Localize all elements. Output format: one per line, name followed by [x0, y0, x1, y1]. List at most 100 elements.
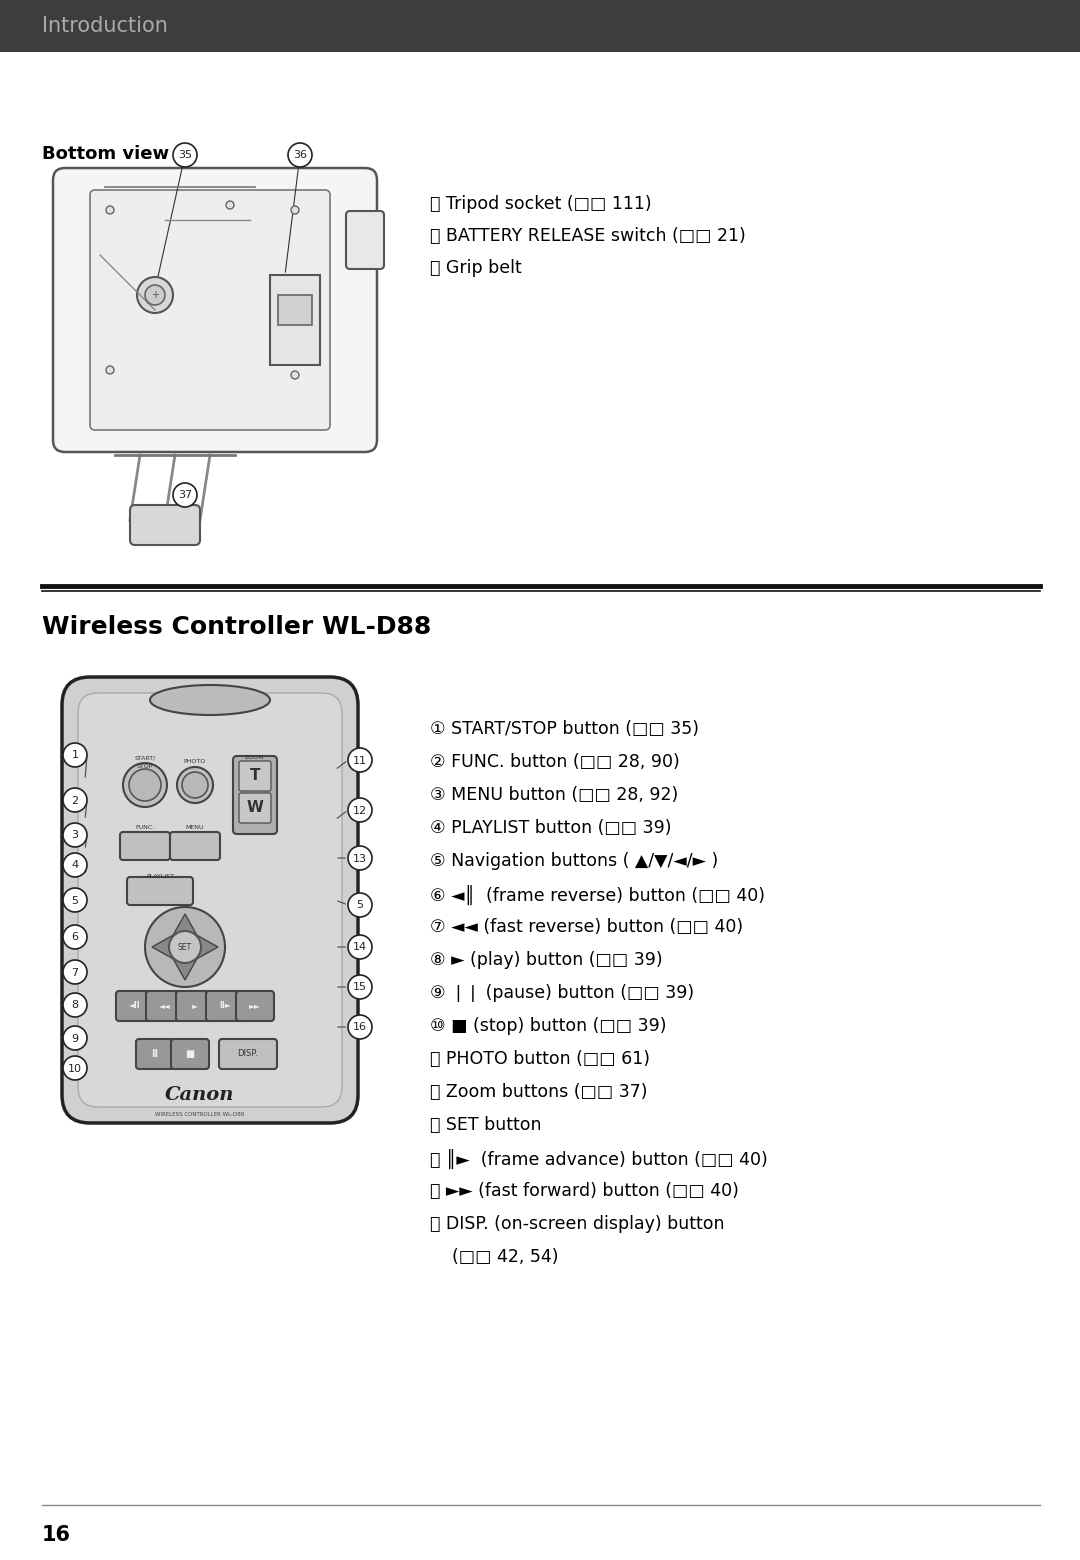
Text: 1: 1 [71, 750, 79, 761]
Text: 15: 15 [353, 983, 367, 992]
Circle shape [63, 1056, 87, 1080]
Circle shape [145, 285, 165, 306]
Text: II: II [151, 1048, 159, 1059]
Text: 8: 8 [71, 1000, 79, 1011]
Circle shape [348, 799, 372, 822]
Text: W: W [246, 800, 264, 816]
Text: 16: 16 [42, 1526, 71, 1544]
Text: ►►: ►► [249, 1002, 261, 1011]
Text: ⑶ BATTERY RELEASE switch (□□ 21): ⑶ BATTERY RELEASE switch (□□ 21) [430, 228, 746, 245]
Text: START/: START/ [134, 755, 156, 760]
Text: 14: 14 [353, 942, 367, 953]
Text: 4: 4 [71, 861, 79, 870]
Text: II►: II► [219, 1002, 231, 1011]
Circle shape [173, 484, 197, 507]
Text: 5: 5 [356, 900, 364, 911]
FancyBboxPatch shape [120, 831, 170, 860]
Circle shape [348, 747, 372, 772]
Polygon shape [152, 933, 177, 961]
Text: SET: SET [178, 942, 192, 952]
FancyBboxPatch shape [78, 693, 342, 1108]
Circle shape [63, 824, 87, 847]
FancyBboxPatch shape [219, 1039, 276, 1069]
Circle shape [226, 201, 234, 209]
Text: ⑮ ►► (fast forward) button (□□ 40): ⑮ ►► (fast forward) button (□□ 40) [430, 1182, 739, 1200]
Text: 13: 13 [353, 853, 367, 864]
Text: ZOOM: ZOOM [245, 755, 265, 760]
FancyBboxPatch shape [146, 991, 184, 1020]
Polygon shape [193, 933, 218, 961]
Text: FUNC.: FUNC. [135, 825, 154, 830]
FancyBboxPatch shape [53, 168, 377, 452]
FancyBboxPatch shape [206, 991, 244, 1020]
Text: ◄◄: ◄◄ [159, 1002, 171, 1011]
Text: ⑧ ► (play) button (□□ 39): ⑧ ► (play) button (□□ 39) [430, 952, 663, 969]
Text: ►: ► [192, 1002, 198, 1011]
Text: +: + [151, 290, 159, 300]
Text: 9: 9 [71, 1033, 79, 1044]
Text: 37: 37 [178, 490, 192, 501]
Text: ⑩ ■ (stop) button (□□ 39): ⑩ ■ (stop) button (□□ 39) [430, 1017, 666, 1034]
Text: WIRELESS CONTROLLER WL-D88: WIRELESS CONTROLLER WL-D88 [156, 1112, 245, 1117]
Text: Wireless Controller WL-D88: Wireless Controller WL-D88 [42, 615, 431, 640]
Text: Canon: Canon [165, 1086, 234, 1104]
Text: 7: 7 [71, 967, 79, 978]
FancyBboxPatch shape [130, 505, 200, 544]
Text: ◄II: ◄II [130, 1002, 140, 1011]
Text: ⑪ PHOTO button (□□ 61): ⑪ PHOTO button (□□ 61) [430, 1050, 650, 1069]
Circle shape [63, 743, 87, 768]
Circle shape [129, 769, 161, 800]
Circle shape [63, 788, 87, 813]
FancyBboxPatch shape [239, 792, 271, 824]
Ellipse shape [150, 685, 270, 714]
Text: ③ MENU button (□□ 28, 92): ③ MENU button (□□ 28, 92) [430, 786, 678, 803]
Polygon shape [171, 914, 199, 939]
Circle shape [123, 763, 167, 807]
Text: Bottom view: Bottom view [42, 145, 170, 162]
Circle shape [63, 994, 87, 1017]
FancyBboxPatch shape [237, 991, 274, 1020]
Text: ⑨ ❘❘ (pause) button (□□ 39): ⑨ ❘❘ (pause) button (□□ 39) [430, 984, 694, 1002]
Text: 12: 12 [353, 805, 367, 816]
Text: ⑦ ◄◄ (fast reverse) button (□□ 40): ⑦ ◄◄ (fast reverse) button (□□ 40) [430, 917, 743, 936]
FancyBboxPatch shape [62, 677, 357, 1123]
Circle shape [291, 206, 299, 214]
Text: ⑯ DISP. (on-screen display) button: ⑯ DISP. (on-screen display) button [430, 1215, 725, 1232]
Text: MENU: MENU [186, 825, 204, 830]
Text: ⑵ Tripod socket (□□ 111): ⑵ Tripod socket (□□ 111) [430, 195, 651, 214]
Circle shape [173, 144, 197, 167]
Text: ⑥ ◄║  (frame reverse) button (□□ 40): ⑥ ◄║ (frame reverse) button (□□ 40) [430, 885, 765, 905]
Text: ⑷ Grip belt: ⑷ Grip belt [430, 259, 522, 278]
FancyBboxPatch shape [170, 831, 220, 860]
Text: STOP: STOP [137, 764, 153, 769]
Circle shape [348, 975, 372, 998]
Bar [278, 295, 312, 324]
Text: ⑫ Zoom buttons (□□ 37): ⑫ Zoom buttons (□□ 37) [430, 1083, 648, 1101]
Circle shape [145, 906, 225, 987]
FancyBboxPatch shape [116, 991, 154, 1020]
Text: 2: 2 [71, 796, 79, 805]
Text: 35: 35 [178, 150, 192, 161]
Text: ① START/STOP button (□□ 35): ① START/STOP button (□□ 35) [430, 721, 699, 738]
Text: ■: ■ [186, 1048, 194, 1059]
Bar [270, 275, 320, 365]
Text: 11: 11 [353, 755, 367, 766]
Text: PLAYLIST: PLAYLIST [146, 874, 174, 878]
Circle shape [183, 772, 208, 799]
Circle shape [63, 853, 87, 877]
Text: (□□ 42, 54): (□□ 42, 54) [430, 1248, 558, 1267]
Circle shape [63, 1026, 87, 1050]
Polygon shape [171, 955, 199, 980]
Text: 5: 5 [71, 895, 79, 905]
FancyBboxPatch shape [136, 1039, 174, 1069]
Text: ⑤ Navigation buttons ( ▲/▼/◄/► ): ⑤ Navigation buttons ( ▲/▼/◄/► ) [430, 852, 718, 870]
Circle shape [177, 768, 213, 803]
Circle shape [63, 959, 87, 984]
Circle shape [106, 206, 114, 214]
Text: 3: 3 [71, 830, 79, 841]
FancyBboxPatch shape [346, 211, 384, 268]
Text: DISP.: DISP. [238, 1050, 258, 1059]
FancyBboxPatch shape [239, 761, 271, 791]
Text: T: T [249, 769, 260, 783]
Circle shape [348, 934, 372, 959]
